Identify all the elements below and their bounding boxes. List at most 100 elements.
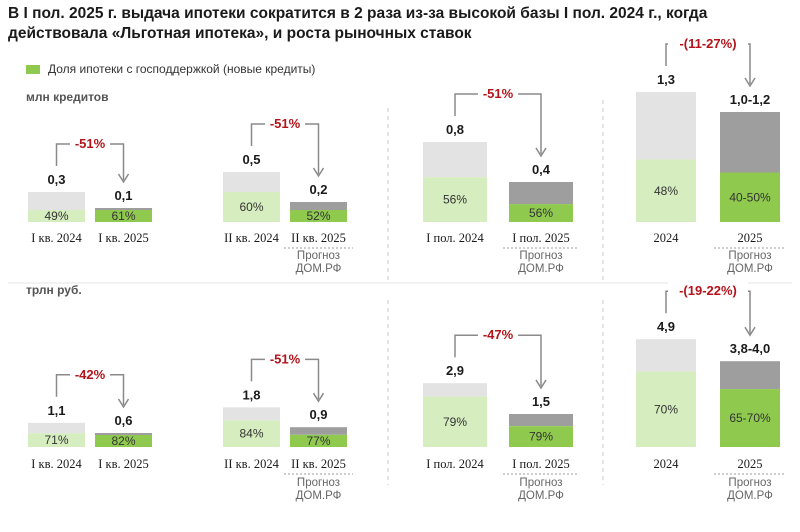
bar-share xyxy=(223,192,280,222)
bar-share xyxy=(290,210,347,222)
change-arrowhead xyxy=(744,326,756,337)
value-label: 0,4 xyxy=(532,162,551,177)
change-label: -51% xyxy=(483,86,514,101)
forecast-note: ДОМ.РФ xyxy=(727,263,773,275)
bar-total xyxy=(423,383,487,397)
bar-total xyxy=(223,172,280,192)
forecast-note: ДОМ.РФ xyxy=(727,490,773,502)
change-connector xyxy=(454,334,542,386)
share-label: 79% xyxy=(443,415,467,429)
change-label: -51% xyxy=(270,116,301,131)
bar-total xyxy=(720,361,780,390)
change-label: -51% xyxy=(270,351,301,366)
bar-total xyxy=(28,422,85,434)
bar-total xyxy=(290,202,347,210)
share-label: 56% xyxy=(443,193,467,207)
bar-total xyxy=(28,192,85,210)
forecast-note: ДОМ.РФ xyxy=(296,263,342,275)
bar-share xyxy=(423,396,487,447)
category-label: I кв. 2024 xyxy=(31,231,82,245)
change-label-bg xyxy=(70,365,110,382)
forecast-note: Прогноз xyxy=(519,477,562,489)
forecast-note: ДОМ.РФ xyxy=(518,490,564,502)
change-label-bg xyxy=(70,135,110,151)
bar-share xyxy=(720,389,780,447)
share-label: 49% xyxy=(44,209,68,223)
forecast-note: Прогноз xyxy=(297,477,340,489)
share-label: 65-70% xyxy=(729,411,771,425)
share-label: 82% xyxy=(111,434,135,448)
change-label: -(19-22%) xyxy=(679,283,737,298)
value-label: 0,6 xyxy=(114,413,132,428)
share-label: 56% xyxy=(529,206,553,220)
change-label: -42% xyxy=(75,367,106,382)
category-label: 2024 xyxy=(654,457,680,471)
bar-share xyxy=(290,434,347,447)
bar-share xyxy=(95,435,152,447)
change-arrowhead xyxy=(744,77,756,88)
value-label: 1,1 xyxy=(47,403,65,418)
bar-share xyxy=(509,426,573,447)
share-label: 84% xyxy=(239,427,263,441)
share-label: 79% xyxy=(529,430,553,444)
category-label: I пол. 2024 xyxy=(426,231,484,245)
change-arrowhead xyxy=(117,398,130,409)
change-label: -(11-27%) xyxy=(679,36,736,51)
category-label: 2025 xyxy=(738,457,763,471)
value-label: 3,8-4,0 xyxy=(730,341,770,356)
share-label: 60% xyxy=(239,200,263,214)
legend-swatch xyxy=(26,65,40,75)
value-label: 2,9 xyxy=(446,363,464,378)
legend-label: Доля ипотеки с господдержкой (новые кред… xyxy=(48,62,316,76)
bar-share xyxy=(28,210,85,222)
value-label: 0,3 xyxy=(47,172,65,187)
value-label: 0,5 xyxy=(242,152,260,167)
category-label: 2025 xyxy=(738,231,763,245)
change-arrowhead xyxy=(535,379,547,390)
chart-title: В I пол. 2025 г. выдача ипотеки сократит… xyxy=(8,5,708,42)
forecast-note: Прогноз xyxy=(728,477,771,489)
bar-share xyxy=(423,177,487,222)
share-label: 77% xyxy=(306,434,330,448)
share-label: 48% xyxy=(654,184,678,198)
category-label: I пол. 2024 xyxy=(426,457,484,471)
category-label: 2024 xyxy=(654,231,680,245)
category-label: I пол. 2025 xyxy=(512,457,570,471)
bar-total xyxy=(423,142,487,178)
bar-total xyxy=(636,92,696,160)
value-label: 0,1 xyxy=(114,188,132,203)
bar-share xyxy=(509,204,573,222)
bar-total xyxy=(720,112,780,173)
unit-label-rubles: трлн руб. xyxy=(26,283,82,297)
bar-share xyxy=(95,210,152,222)
change-label-bg xyxy=(478,85,518,101)
bar-total xyxy=(509,182,573,205)
category-label: I пол. 2025 xyxy=(512,231,570,245)
change-label-bg xyxy=(265,115,305,131)
category-label: II кв. 2025 xyxy=(291,231,346,245)
bar-share xyxy=(720,172,780,222)
value-label: 0,8 xyxy=(446,122,464,137)
category-label: I кв. 2025 xyxy=(98,457,149,471)
forecast-note: Прогноз xyxy=(519,250,562,262)
forecast-note: ДОМ.РФ xyxy=(518,263,564,275)
change-arrowhead xyxy=(312,167,325,178)
category-label: II кв. 2024 xyxy=(224,231,279,245)
category-label: II кв. 2024 xyxy=(224,457,279,471)
change-label: -47% xyxy=(483,327,514,342)
change-label-bg xyxy=(668,282,748,299)
change-label-bg xyxy=(265,350,305,367)
change-arrowhead xyxy=(535,147,547,158)
category-label: I кв. 2025 xyxy=(98,231,149,245)
bar-total xyxy=(636,339,696,372)
value-label: 0,2 xyxy=(309,182,327,197)
value-label: 1,8 xyxy=(242,387,260,402)
share-label: 70% xyxy=(654,402,678,416)
share-label: 40-50% xyxy=(729,190,771,204)
bar-share xyxy=(636,371,696,447)
bar-share xyxy=(636,159,696,222)
category-label: I кв. 2024 xyxy=(31,457,82,471)
legend: Доля ипотеки с господдержкой (новые кред… xyxy=(26,62,315,76)
share-label: 71% xyxy=(44,433,68,447)
